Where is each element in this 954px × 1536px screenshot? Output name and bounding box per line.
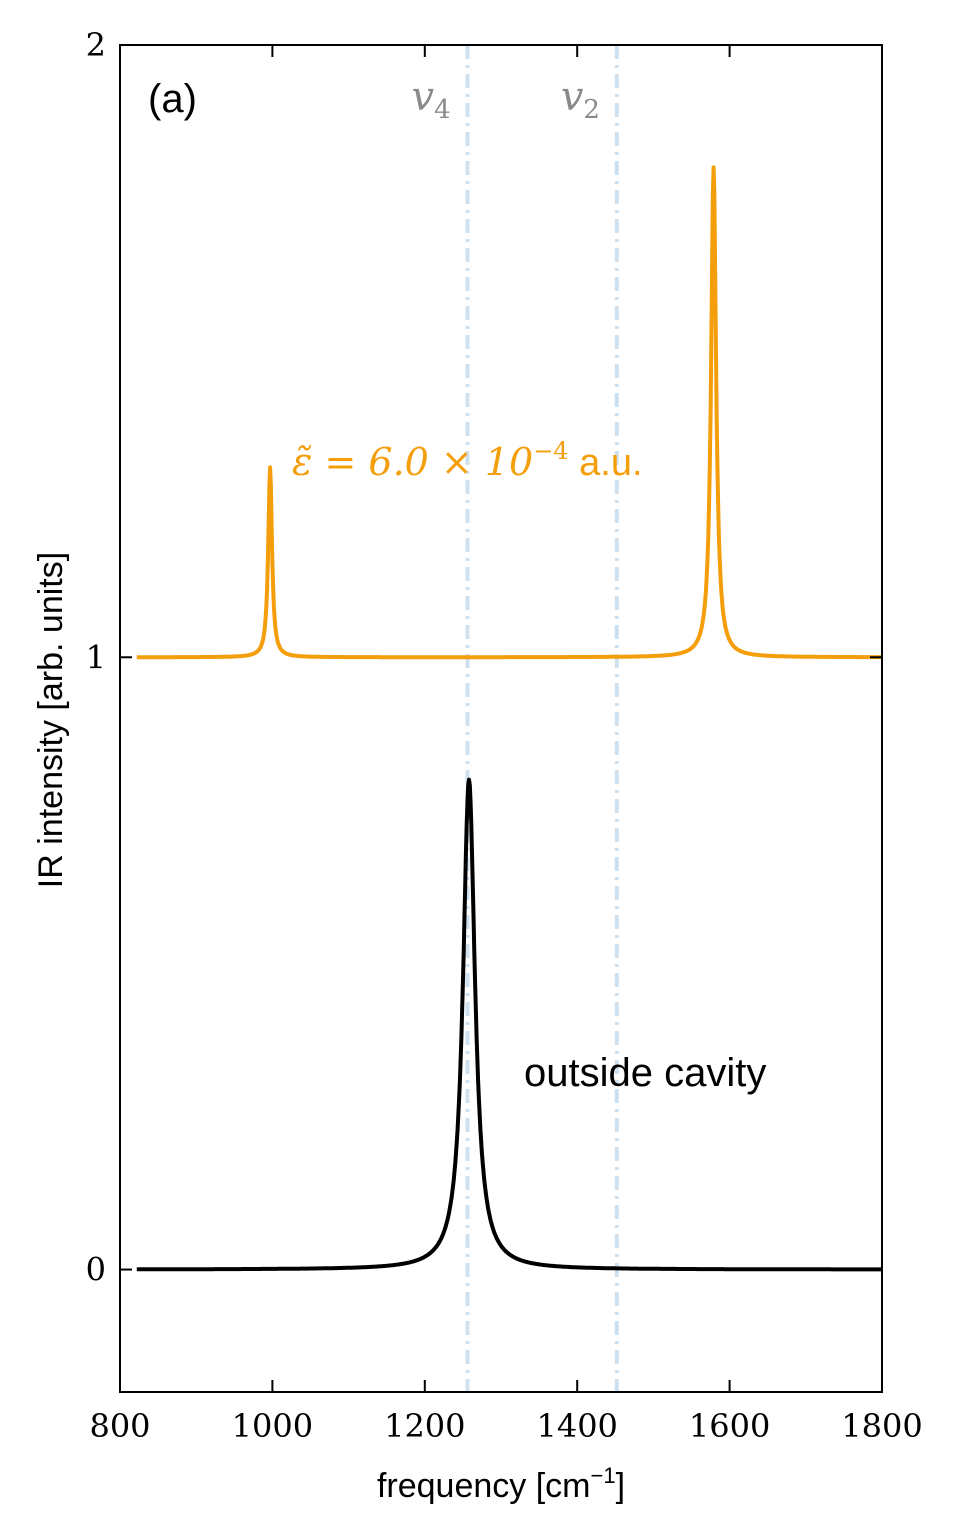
- x-tick-label-1600: 1600: [689, 1407, 770, 1445]
- x-tick-label-1800: 1800: [841, 1407, 922, 1445]
- panel-label: (a): [148, 77, 197, 121]
- cavity-annotation-exponent: −4: [533, 437, 568, 465]
- y-tick-label-2: 2: [86, 26, 106, 64]
- outside-cavity-annotation: outside cavity: [524, 1051, 766, 1095]
- x-tick-label-1000: 1000: [232, 1407, 313, 1445]
- x-axis-label-main: frequency [cm: [377, 1467, 591, 1505]
- plot-frame: [119, 44, 883, 1393]
- x-axis-label-end: ]: [616, 1467, 625, 1505]
- x-axis-label: frequency [cm−1]: [377, 1463, 625, 1505]
- y-axis-label: IR intensity [arb. units]: [32, 552, 70, 888]
- y-tick-label-1: 1: [86, 638, 106, 676]
- x-tick-label-1200: 1200: [384, 1407, 465, 1445]
- series-line-cavity: [135, 165, 884, 660]
- x-tick-label-1400: 1400: [536, 1407, 617, 1445]
- reference-label-1: v2: [561, 74, 600, 125]
- cavity-annotation: ε̃ = 6.0 × 10−4 a.u.: [292, 437, 643, 484]
- reference-lines: v4 v2: [411, 45, 619, 1392]
- reference-label-0: v4: [411, 74, 450, 125]
- cavity-annotation-prefix: ε̃ = 6.0 × 10: [292, 440, 533, 484]
- cavity-annotation-suffix: a.u.: [569, 442, 643, 484]
- series-lines: [135, 165, 884, 1272]
- x-tick-label-800: 800: [89, 1407, 150, 1445]
- axis-ticks: 800 1000 1200 1400 1600 1800 0 1 2: [86, 26, 923, 1445]
- y-tick-label-0: 0: [86, 1251, 106, 1289]
- x-axis-label-sup: −1: [590, 1463, 615, 1488]
- series-line-outside: [135, 777, 884, 1272]
